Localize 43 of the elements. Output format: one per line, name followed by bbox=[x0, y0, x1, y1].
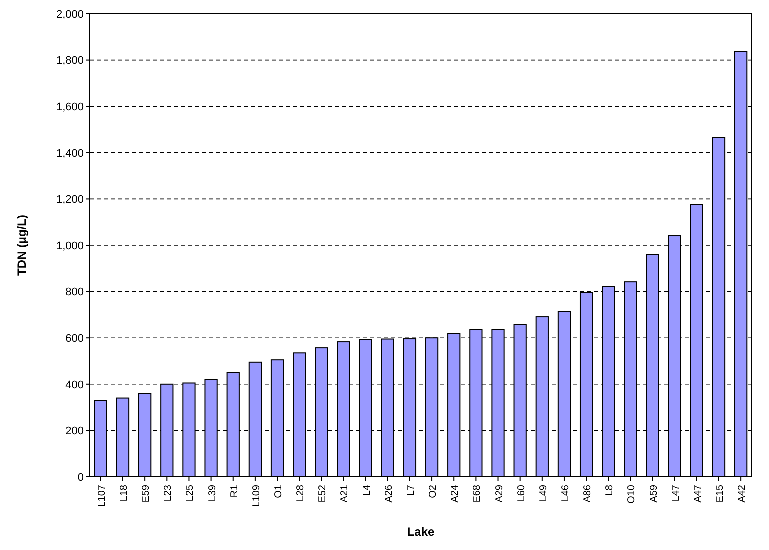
x-tick-label: L47 bbox=[670, 484, 682, 502]
x-tick-label: A86 bbox=[582, 484, 594, 503]
x-tick-label: O10 bbox=[626, 484, 638, 504]
x-tick-label: E68 bbox=[472, 484, 484, 503]
x-tick-label: A21 bbox=[340, 484, 351, 503]
x-tick-label: L25 bbox=[185, 484, 196, 502]
x-tick-label: L4 bbox=[362, 484, 373, 496]
y-tick-label: 800 bbox=[66, 286, 84, 299]
x-tick-label: L60 bbox=[516, 484, 528, 502]
x-tick-label: E15 bbox=[715, 484, 726, 503]
x-tick-label: L49 bbox=[538, 484, 550, 502]
y-tick-label: 1,400 bbox=[56, 148, 84, 160]
x-axis-title: Lake bbox=[407, 525, 435, 539]
x-tick-label: A59 bbox=[648, 484, 660, 503]
x-tick-label: O2 bbox=[428, 484, 440, 498]
x-tick-label: A29 bbox=[494, 484, 506, 503]
x-tick-label: L8 bbox=[604, 484, 616, 496]
y-tick-label: 1,200 bbox=[56, 194, 84, 206]
y-tick-label: 1,000 bbox=[56, 240, 84, 252]
x-tick-label: L28 bbox=[296, 484, 307, 502]
x-tick-label: A24 bbox=[450, 484, 462, 503]
x-tick-label: E52 bbox=[318, 484, 329, 503]
x-tick-label: E59 bbox=[141, 484, 152, 503]
x-tick-label: R1 bbox=[229, 484, 240, 498]
y-tick-label: 0 bbox=[78, 472, 84, 484]
x-tick-label: A47 bbox=[692, 484, 704, 503]
x-tick-label: L23 bbox=[163, 484, 174, 502]
y-tick-label: 2,000 bbox=[56, 8, 84, 21]
x-tick-label: L18 bbox=[119, 484, 130, 502]
x-tick-label: O1 bbox=[274, 484, 285, 498]
x-tick-label: A42 bbox=[737, 484, 748, 503]
y-tick-label: 1,600 bbox=[56, 101, 84, 114]
x-tick-label: L7 bbox=[406, 484, 417, 496]
y-tick-label: 200 bbox=[66, 426, 84, 438]
x-tick-label: L39 bbox=[207, 484, 218, 502]
x-tick-label: A26 bbox=[384, 484, 395, 503]
y-tick-label: 600 bbox=[66, 332, 84, 345]
x-tick-label: L109 bbox=[251, 484, 262, 508]
x-tick-label: L107 bbox=[96, 484, 108, 508]
y-tick-label: 400 bbox=[66, 379, 84, 392]
y-tick-label: 1,800 bbox=[56, 55, 84, 68]
x-tick-label: L46 bbox=[560, 484, 572, 502]
y-axis-title: TDN (µg/L) bbox=[15, 215, 29, 276]
